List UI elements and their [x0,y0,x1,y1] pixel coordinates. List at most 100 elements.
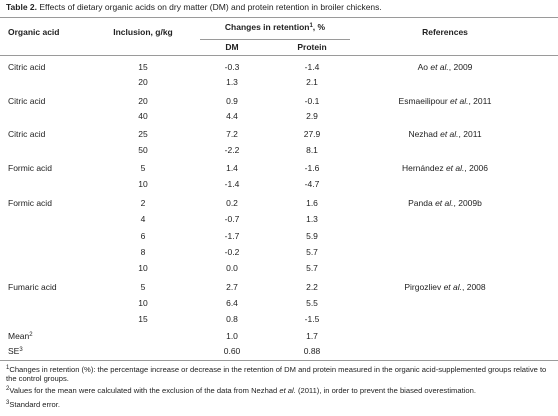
protein-change: 5.5 [306,298,318,308]
reference: Nezhad et al., 2011 [408,129,481,139]
text-segment: Table 2. [6,2,38,12]
column-header: Organic acid [8,27,60,37]
inclusion: 20 [138,96,148,106]
column-header: References [422,27,468,37]
organic-acid: Formic acid [8,198,52,208]
inclusion: 50 [138,145,148,155]
dm-change: -0.7 [224,214,240,224]
text-segment: 1 [6,365,10,371]
text-segment: , 2011 [468,96,492,106]
dm-change: 7.2 [226,129,238,139]
text-segment: 3 [6,400,10,406]
summary-label: SE3 [8,346,23,356]
text-segment: et al. [440,129,459,139]
text-segment: et al. [430,62,449,72]
column-header: Protein [297,42,327,52]
protein-change: -1.6 [304,163,320,173]
dm-change: 0.8 [226,314,238,324]
protein-change: 2.9 [306,111,318,121]
protein-change: 5.7 [306,247,318,257]
text-segment: et al. [435,198,454,208]
dm-change: 1.3 [226,77,238,87]
column-header: DM [225,42,239,52]
text-segment: et al. [279,386,296,395]
dm-change: -2.2 [224,145,240,155]
inclusion: 20 [138,77,148,87]
protein-change: 0.88 [303,346,321,356]
text-segment: 1 [309,23,313,29]
protein-change: 1.3 [306,214,318,224]
dm-change: 4.4 [226,111,238,121]
reference: Panda et al., 2009b [408,198,482,208]
text-segment: Panda [408,198,436,208]
protein-change: 1.6 [306,198,318,208]
table-title: Table 2. Effects of dietary organic acid… [6,2,382,12]
text-segment: Standard error. [9,400,60,409]
dm-change: 0.2 [226,198,238,208]
dm-change: 1.0 [226,331,238,341]
inclusion: 10 [138,263,148,273]
organic-acid: Formic acid [8,163,52,173]
text-segment: , 2011 [458,129,482,139]
organic-acid: Citric acid [8,96,46,106]
protein-change: 27.9 [303,129,321,139]
reference: Pirgozliev et al., 2008 [404,282,485,292]
dm-change: -0.3 [224,62,240,72]
text-segment: Pirgozliev [404,282,444,292]
organic-acid: Citric acid [8,129,46,139]
text-segment: et al. [450,96,469,106]
column-header: Changes in retention1, % [225,22,325,32]
text-segment: Changes in retention [224,22,310,32]
text-segment: SE [8,346,20,356]
protein-change: 5.7 [306,263,318,273]
text-segment: Hernández [401,163,446,173]
text-segment: Ao [417,62,431,72]
text-segment: , 2009b [453,198,482,208]
dm-change: 0.60 [223,346,241,356]
inclusion: 8 [140,247,146,257]
rule [0,17,558,18]
inclusion: 4 [140,214,146,224]
reference: Esmaeilipour et al., 2011 [399,96,492,106]
text-segment: et al. [445,163,465,173]
inclusion: 6 [140,231,146,241]
text-segment: 3 [19,347,23,353]
protein-change: 8.1 [306,145,318,155]
footnote: 2Values for the mean were calculated wit… [6,386,551,395]
inclusion: 10 [138,298,148,308]
protein-change: -4.7 [304,179,320,189]
reference: Ao et al., 2009 [418,62,473,72]
rule [0,360,558,361]
dm-change: -1.7 [224,231,240,241]
text-segment: 2 [29,332,33,338]
dm-change: 1.4 [226,163,238,173]
dm-change: 2.7 [226,282,238,292]
dm-change: -1.4 [224,179,240,189]
protein-change: -1.4 [304,62,320,72]
protein-change: 1.7 [306,331,318,341]
column-header: Inclusion, g/kg [113,27,173,37]
protein-change: 2.2 [306,282,318,292]
footnote: 3Standard error. [6,400,551,409]
inclusion: 5 [140,282,146,292]
inclusion: 40 [138,111,148,121]
text-segment: Nezhad [408,129,441,139]
text-segment: Esmaeilipour [398,96,451,106]
rule [0,55,558,56]
rule [200,39,350,40]
inclusion: 5 [140,163,146,173]
text-segment: Mean [8,331,30,341]
text-segment: Effects of dietary organic acids on dry … [37,2,382,12]
text-segment: (2011), in order to prevent the biased o… [295,386,476,395]
text-segment: et al. [443,282,463,292]
dm-change: -0.2 [224,247,240,257]
protein-change: -0.1 [304,96,320,106]
summary-label: Mean2 [8,331,33,341]
protein-change: 5.9 [306,231,318,241]
inclusion: 25 [138,129,148,139]
text-segment: , 2006 [464,163,489,173]
protein-change: 2.1 [306,77,318,87]
inclusion: 15 [138,314,148,324]
text-segment: Changes in retention (%): the percentage… [6,365,547,383]
